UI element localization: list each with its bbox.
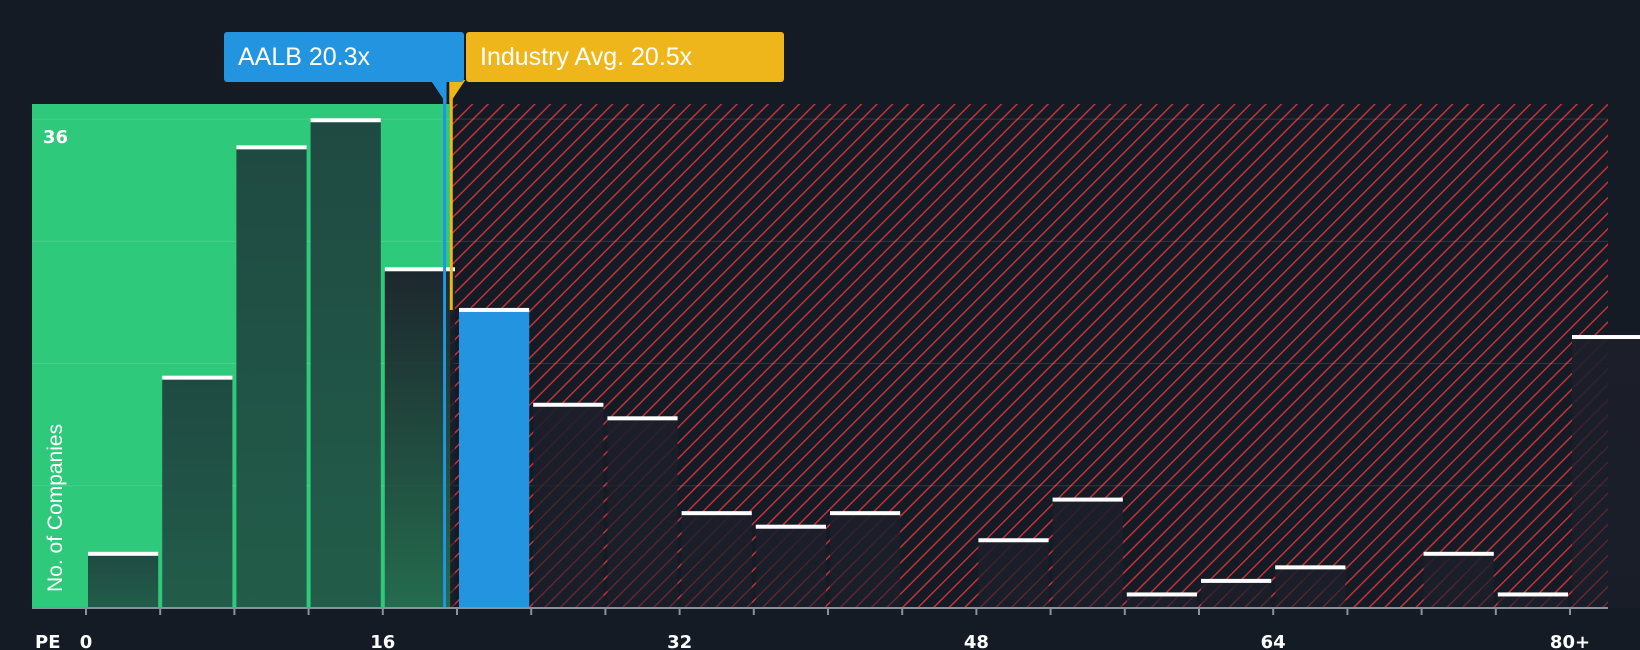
bar-cap-80 bbox=[1572, 335, 1640, 340]
bar-cap-40 bbox=[830, 511, 901, 516]
x-tick-label-64: 64 bbox=[1261, 632, 1286, 650]
bar-cap-76 bbox=[1497, 592, 1568, 597]
bar-cap-20 bbox=[459, 307, 530, 312]
bar-40 bbox=[830, 513, 901, 608]
bar-12 bbox=[310, 120, 381, 609]
bar-cap-12 bbox=[310, 118, 381, 123]
bar-64 bbox=[1275, 567, 1346, 608]
bar-52 bbox=[1052, 499, 1123, 608]
bar-76 bbox=[1497, 594, 1568, 608]
x-tick-label-0: 0 bbox=[80, 632, 93, 650]
bar-24 bbox=[533, 404, 604, 608]
bar-36 bbox=[755, 526, 826, 608]
y-axis-label: No. of Companies bbox=[44, 424, 67, 592]
bar-32 bbox=[681, 513, 752, 608]
bar-72 bbox=[1423, 553, 1494, 608]
bar-cap-72 bbox=[1423, 551, 1494, 556]
y-max-label: 36 bbox=[43, 127, 68, 148]
x-tick-label-16: 16 bbox=[370, 632, 395, 650]
bar-4 bbox=[162, 377, 233, 608]
bar-cap-52 bbox=[1052, 497, 1123, 502]
bar-cap-16 bbox=[384, 267, 455, 272]
bar-8 bbox=[236, 147, 307, 608]
bars bbox=[88, 118, 1640, 609]
bar-cap-32 bbox=[681, 511, 752, 516]
bar-60 bbox=[1201, 580, 1272, 608]
company-callout-pointer bbox=[430, 80, 447, 104]
bar-cap-0 bbox=[88, 551, 159, 556]
bar-cap-24 bbox=[533, 402, 604, 407]
bar-cap-28 bbox=[607, 416, 678, 421]
bar-56 bbox=[1126, 594, 1197, 608]
bar-cap-64 bbox=[1275, 565, 1346, 570]
bar-cap-56 bbox=[1126, 592, 1197, 597]
metric-label: PE bbox=[35, 632, 61, 650]
company-callout: AALB 20.3x bbox=[224, 32, 464, 82]
bar-48 bbox=[978, 540, 1049, 608]
bar-28 bbox=[607, 418, 678, 608]
bar-cap-60 bbox=[1201, 578, 1272, 583]
bar-cap-4 bbox=[162, 375, 233, 380]
bar-cap-36 bbox=[755, 524, 826, 529]
bar-80 bbox=[1572, 337, 1640, 608]
x-ticks: 0 16 32 48 64 80+ bbox=[80, 608, 1590, 650]
x-tick-label-32: 32 bbox=[667, 632, 692, 650]
industry-callout-pointer bbox=[449, 80, 466, 104]
bar-cap-8 bbox=[236, 145, 307, 150]
x-tick-label-80+: 80+ bbox=[1550, 632, 1590, 650]
x-tick-label-48: 48 bbox=[964, 632, 989, 650]
industry-callout: Industry Avg. 20.5x bbox=[466, 32, 784, 82]
bar-20 bbox=[459, 309, 530, 608]
bar-0 bbox=[88, 553, 159, 608]
bar-cap-48 bbox=[978, 538, 1049, 543]
